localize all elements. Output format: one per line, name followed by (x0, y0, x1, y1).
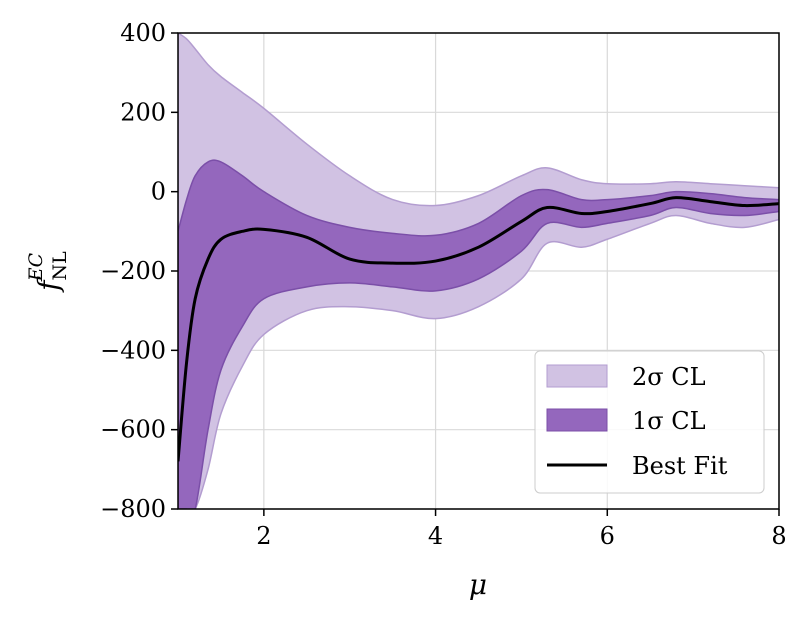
legend-label-1sigma: 1σ CL (632, 407, 706, 435)
x-tick-label-2: 6 (600, 522, 615, 550)
legend: 2σ CL 1σ CL Best Fit (534, 350, 765, 494)
y-tick-label-6: 400 (120, 19, 166, 47)
y-tick-label-2: −400 (100, 336, 166, 364)
x-tick-label-3: 8 (771, 522, 786, 550)
legend-swatch-2sigma (546, 364, 608, 388)
legend-label-best-fit: Best Fit (632, 452, 728, 480)
axis-ticks: 2 4 6 8 −800 −600 −400 −200 0 200 400 (100, 19, 787, 550)
y-axis-label: fNLEC (25, 251, 71, 293)
svg-text:fNLEC: fNLEC (25, 251, 71, 293)
x-tick-label-0: 2 (256, 522, 271, 550)
y-tick-label-3: −200 (100, 257, 166, 285)
y-tick-label-5: 200 (120, 98, 166, 126)
x-axis-label: μ (469, 568, 487, 601)
legend-swatch-1sigma (546, 408, 608, 432)
y-axis-label-sup: EC (25, 252, 47, 282)
y-tick-label-1: −600 (100, 416, 166, 444)
legend-label-2sigma: 2σ CL (632, 363, 706, 391)
y-tick-label-4: 0 (151, 178, 166, 206)
y-axis-label-sub: NL (49, 251, 71, 281)
x-tick-label-1: 4 (428, 522, 443, 550)
best-fit-line (178, 196, 779, 462)
y-tick-label-0: −800 (100, 495, 166, 523)
